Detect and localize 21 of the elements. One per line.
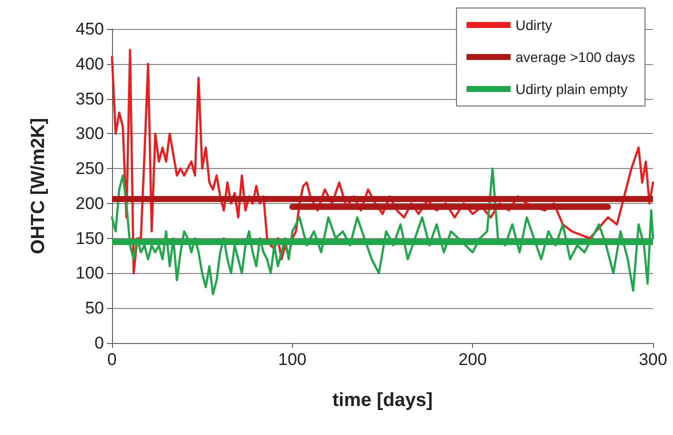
y-tick-label: 0: [94, 334, 104, 352]
line-series: [110, 167, 654, 296]
x-tick-label: 300: [638, 350, 668, 369]
x-tick-label: 0: [107, 350, 117, 369]
y-tick-label: 150: [76, 228, 104, 248]
y-tick-label: 350: [76, 89, 104, 108]
x-tick-label: 100: [278, 350, 307, 369]
y-tick-label: 200: [76, 194, 104, 213]
line-series: [110, 48, 654, 274]
y-tick-label: 450: [76, 20, 104, 38]
legend-label: average >100 days: [516, 49, 636, 65]
y-axis-title: OHTC [W/m2K]: [28, 118, 49, 254]
y-tick-label: 250: [76, 159, 104, 178]
y-tick-label: 50: [85, 298, 104, 318]
y-tick-label: 400: [76, 54, 104, 74]
legend-label: Udirty: [516, 17, 552, 33]
x-tick-label: 200: [458, 350, 487, 369]
x-axis-title: time [days]: [332, 390, 433, 411]
y-tick-label: 300: [76, 124, 104, 144]
y-tick-label: 100: [76, 264, 104, 283]
legend-label: Udirty plain empty: [516, 81, 628, 97]
